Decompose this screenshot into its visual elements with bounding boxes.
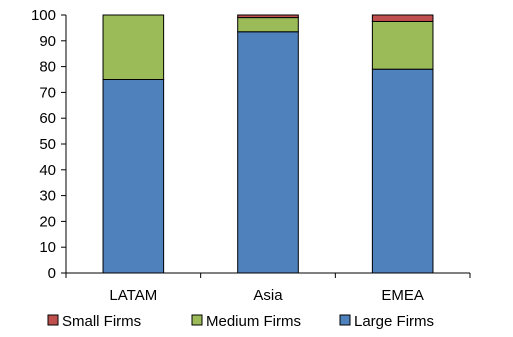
legend-swatch-medium-firms (191, 314, 203, 326)
y-tick-label: 100 (31, 7, 56, 24)
y-tick-label: 0 (48, 265, 56, 282)
y-axis-ticks: 0 10 20 30 40 50 60 70 80 90 100 (31, 7, 471, 282)
bar-segment-small-firms (237, 14, 299, 19)
bar-segment-large-firms (237, 31, 299, 274)
legend-swatch-large-firms (339, 314, 351, 326)
bar-segment-medium-firms (237, 17, 299, 33)
legend-label-large-firms: Large Firms (354, 313, 434, 330)
y-tick-label: 10 (39, 239, 56, 256)
bar-segment-medium-firms (371, 20, 434, 70)
x-tick-label: LATAM (109, 287, 157, 304)
bar-segment-large-firms (102, 79, 165, 274)
bar-segment-large-firms (371, 68, 434, 274)
legend: Small Firms Medium Firms Large Firms (47, 313, 434, 330)
y-tick-label: 60 (39, 110, 56, 127)
y-tick-label: 80 (39, 59, 56, 76)
x-axis-labels: LATAM Asia EMEA (109, 287, 423, 304)
y-tick-label: 50 (39, 136, 56, 153)
bars (102, 14, 434, 274)
x-tick-label: EMEA (381, 287, 424, 304)
legend-swatch-small-firms (47, 314, 59, 326)
bar-segment-medium-firms (102, 14, 165, 80)
x-tick-label: Asia (253, 287, 283, 304)
y-tick-label: 30 (39, 188, 56, 205)
y-tick-label: 70 (39, 84, 56, 101)
y-tick-label: 40 (39, 162, 56, 179)
legend-label-small-firms: Small Firms (62, 313, 141, 330)
y-tick-label: 20 (39, 213, 56, 230)
bar-segment-small-firms (371, 14, 434, 22)
y-tick-label: 90 (39, 33, 56, 50)
legend-label-medium-firms: Medium Firms (206, 313, 301, 330)
